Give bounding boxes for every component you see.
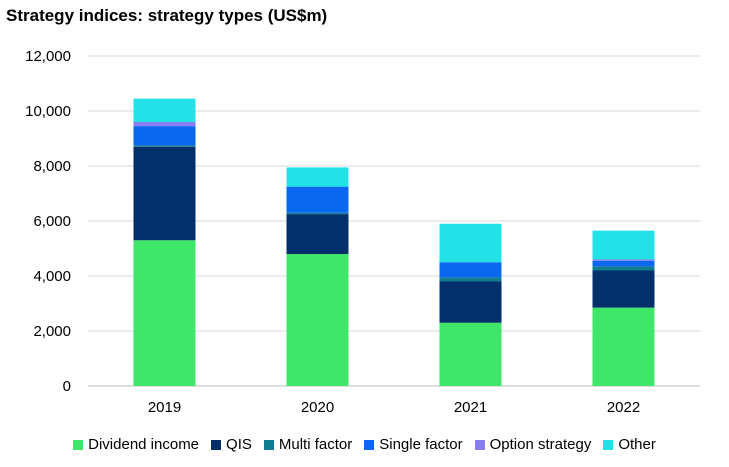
bar-segment-dividend-income-2019	[133, 240, 196, 386]
bar-segment-dividend-income-2020	[286, 254, 349, 386]
legend-item: Dividend income	[73, 436, 199, 453]
bars	[133, 98, 655, 386]
legend-swatch	[603, 439, 614, 450]
y-tick-label: 4,000	[33, 268, 71, 285]
legend-label: QIS	[226, 436, 252, 453]
legend-swatch	[73, 439, 84, 450]
legend-label: Single factor	[379, 436, 463, 453]
x-tick-label: 2020	[301, 399, 334, 416]
bar-segment-option-strategy-2022	[592, 259, 655, 261]
legend-swatch	[263, 439, 274, 450]
bar-segment-other-2021	[439, 223, 502, 263]
bar-segment-qis-2022	[592, 270, 655, 308]
legend-label: Multi factor	[278, 436, 353, 453]
bar-segment-single-factor-2022	[592, 260, 655, 267]
x-tick-label: 2022	[607, 399, 640, 416]
y-tick-label: 12,000	[25, 48, 71, 65]
x-tick-label: 2021	[454, 399, 487, 416]
bar-segment-multi-factor-2019	[133, 145, 196, 147]
legend-item: QIS	[211, 436, 252, 453]
bar-segment-multi-factor-2022	[592, 266, 655, 271]
y-axis-ticks: 0 2,000 4,000 6,000 8,000 10,000 12,000	[25, 48, 71, 395]
bar-segment-other-2019	[133, 98, 196, 122]
bar-segment-option-strategy-2019	[133, 122, 196, 127]
bar-segment-multi-factor-2020	[286, 212, 349, 215]
legend-label: Other	[618, 436, 656, 453]
bar-segment-single-factor-2021	[439, 262, 502, 278]
bar-segment-other-2020	[286, 167, 349, 187]
bar-segment-other-2022	[592, 230, 655, 260]
legend-swatch	[211, 439, 222, 450]
bar-segment-multi-factor-2021	[439, 277, 502, 282]
legend-swatch	[474, 439, 485, 450]
bar-segment-qis-2021	[439, 281, 502, 323]
bar-segment-single-factor-2019	[133, 126, 196, 146]
legend-label: Dividend income	[88, 436, 200, 453]
y-tick-label: 2,000	[33, 323, 71, 340]
x-axis-ticks: 2019 2020 2021 2022	[148, 399, 640, 416]
bar-segment-dividend-income-2021	[439, 322, 502, 386]
legend-swatch	[364, 439, 375, 450]
legend: Dividend income QIS Multi factor Single fac…	[0, 436, 729, 453]
legend-item: Other	[603, 436, 656, 453]
legend-label: Option strategy	[489, 436, 592, 453]
y-tick-label: 8,000	[33, 158, 71, 175]
x-tick-label: 2019	[148, 399, 181, 416]
y-tick-label: 6,000	[33, 213, 71, 230]
y-tick-label: 0	[63, 378, 71, 395]
bar-segment-qis-2020	[286, 214, 349, 254]
bar-segment-qis-2019	[133, 146, 196, 241]
bar-segment-dividend-income-2022	[592, 307, 655, 386]
bar-segment-single-factor-2020	[286, 186, 349, 213]
legend-item: Option strategy	[474, 436, 592, 453]
y-tick-label: 10,000	[25, 103, 71, 120]
legend-item: Multi factor	[263, 436, 353, 453]
legend-item: Single factor	[364, 436, 463, 453]
chart-title: Strategy indices: strategy types (US$m)	[6, 6, 328, 25]
